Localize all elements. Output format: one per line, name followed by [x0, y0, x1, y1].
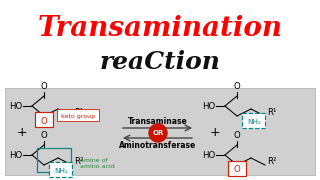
Text: OR: OR — [152, 130, 164, 136]
FancyBboxPatch shape — [57, 109, 99, 121]
FancyBboxPatch shape — [242, 113, 265, 128]
Text: O: O — [41, 116, 47, 125]
Text: NH₂: NH₂ — [54, 168, 68, 174]
Text: HO: HO — [202, 150, 215, 159]
Text: O: O — [234, 82, 240, 91]
Text: O: O — [41, 130, 47, 140]
FancyBboxPatch shape — [5, 88, 315, 175]
Text: Transaminase: Transaminase — [128, 116, 188, 125]
Text: NH₂: NH₂ — [247, 119, 261, 125]
Text: reaCtion: reaCtion — [100, 50, 220, 74]
Circle shape — [149, 124, 167, 142]
Text: O: O — [234, 165, 240, 174]
Text: R¹: R¹ — [267, 107, 276, 116]
FancyBboxPatch shape — [49, 162, 72, 177]
Text: HO: HO — [9, 150, 22, 159]
Text: amino acid: amino acid — [80, 165, 115, 170]
FancyBboxPatch shape — [228, 161, 246, 176]
Text: R¹: R¹ — [74, 107, 84, 116]
Text: Aminotransferase: Aminotransferase — [119, 141, 196, 150]
Text: Transamination: Transamination — [37, 15, 283, 42]
Text: +: + — [210, 127, 220, 140]
Text: R²: R² — [267, 156, 276, 165]
Text: keto group: keto group — [61, 114, 95, 118]
Text: R²: R² — [74, 156, 84, 165]
Text: HO: HO — [9, 102, 22, 111]
Text: O: O — [234, 130, 240, 140]
FancyBboxPatch shape — [35, 112, 53, 127]
Text: O: O — [41, 82, 47, 91]
Text: HO: HO — [202, 102, 215, 111]
Text: amine of: amine of — [80, 158, 108, 163]
Text: +: + — [17, 127, 27, 140]
